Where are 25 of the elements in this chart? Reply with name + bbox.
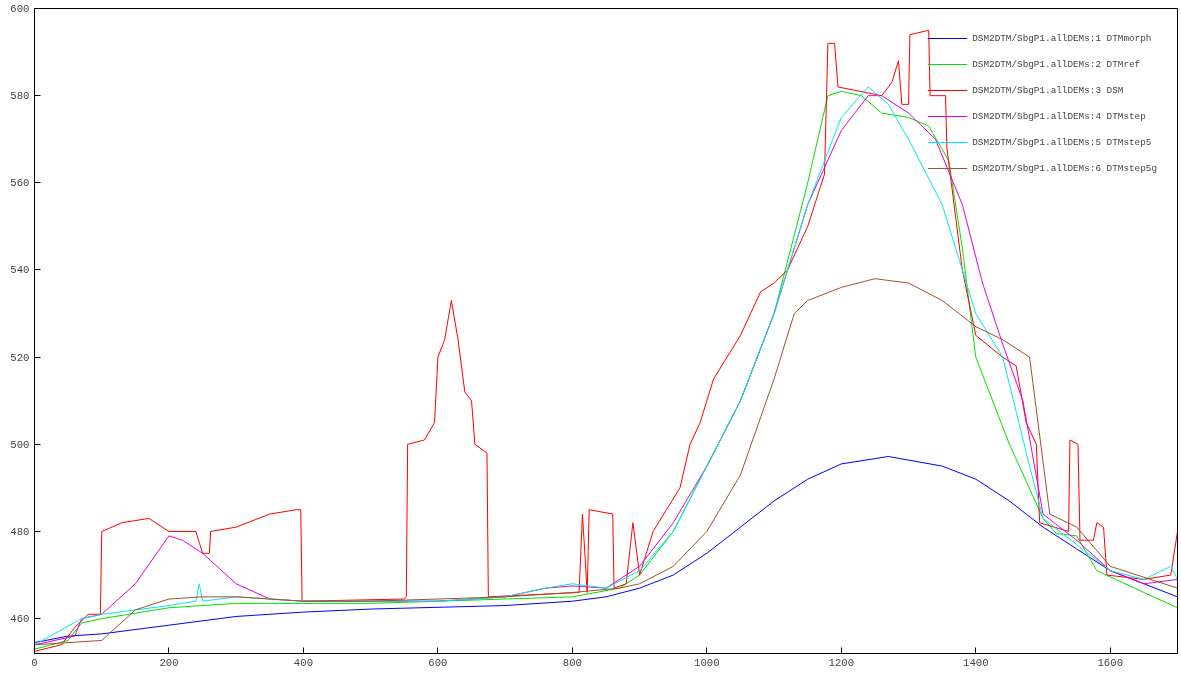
legend-label: DSM2DTM/SbgP1.allDEMs:2 DTMref [972,58,1141,70]
legend-label: DSM2DTM/SbgP1.allDEMs:1 DTMmorph [972,32,1152,44]
y-tick-label: 580 [10,90,30,103]
y-tick-label: 520 [10,351,30,364]
y-tick-label: 560 [10,177,30,190]
line-series [34,278,1178,646]
x-tick-label: 1200 [828,656,855,669]
x-tick-label: 200 [159,656,179,669]
y-tick-label: 460 [10,613,30,626]
y-tick-label: 480 [10,525,30,538]
y-tick-label: 500 [10,438,30,451]
y-tick-label: 600 [10,3,30,15]
x-tick-label: 1600 [1097,656,1124,669]
x-tick-label: 1400 [963,656,989,669]
x-tick-label: 400 [293,656,314,669]
x-tick-label: 1000 [694,656,720,669]
x-tick-label: 800 [562,656,582,669]
x-tick-label: 600 [428,656,448,669]
y-tick-label: 540 [10,264,30,277]
line-series [34,456,1178,644]
legend-label: DSM2DTM/SbgP1.allDEMs:5 DTMstep5 [972,136,1152,148]
legend-label: DSM2DTM/SbgP1.allDEMs:4 DTMstep [972,110,1146,122]
legend-label: DSM2DTM/SbgP1.allDEMs:3 DSM [972,84,1124,96]
legend-label: DSM2DTM/SbgP1.allDEMs:6 DTMstep5g [972,162,1157,174]
x-tick-label: 0 [31,656,38,669]
